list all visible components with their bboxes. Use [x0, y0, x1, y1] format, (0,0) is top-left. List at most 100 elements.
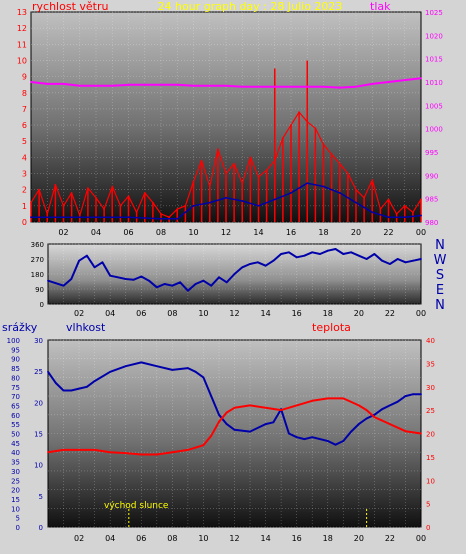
- humidity-point: [124, 365, 127, 368]
- humidity-point: [225, 423, 228, 425]
- pressure-point: [273, 85, 276, 88]
- humidity-tick-label: 0: [39, 524, 43, 532]
- sunrise-annotation: východ slunce: [104, 501, 169, 511]
- precipitation-tick-label: 5: [16, 515, 20, 523]
- wind-speed-point: [54, 183, 57, 186]
- wind-direction-point: [202, 279, 205, 282]
- wind-speed-point: [217, 148, 219, 151]
- pressure-point: [127, 83, 130, 86]
- wind-direction-point: [163, 283, 166, 285]
- temperature-tick-label: 20: [426, 431, 435, 439]
- wind-direction-point: [420, 258, 422, 260]
- wind-direction-point: [295, 256, 298, 259]
- precipitation-tick-label: 90: [11, 356, 20, 364]
- temperature-point: [295, 404, 298, 407]
- temperature-tick-label: 15: [426, 454, 435, 462]
- humidity-tick-label: 5: [39, 493, 43, 501]
- humidity-point: [365, 417, 368, 420]
- temperature-point: [78, 449, 80, 451]
- pressure-point: [322, 85, 325, 88]
- humidity-tick-label: 10: [34, 462, 43, 470]
- x-tick-label: 06: [136, 534, 146, 543]
- left-tick-label: 5: [22, 137, 27, 146]
- wind-speed-point: [290, 124, 292, 126]
- temperature-point: [264, 406, 267, 409]
- wind-direction-point: [365, 258, 368, 260]
- precipitation-tick-label: 25: [11, 477, 20, 485]
- wind-direction-point: [342, 253, 345, 255]
- x-tick-label: 08: [156, 228, 166, 237]
- wind-speed-point: [257, 175, 260, 178]
- wind-speed-point: [176, 208, 179, 211]
- wind-direction-point: [311, 251, 314, 254]
- x-tick-label: 14: [260, 309, 270, 318]
- humidity-point: [288, 432, 290, 435]
- wind-direction-point: [187, 289, 189, 292]
- precipitation-tick-label: 45: [11, 440, 20, 448]
- wind-speed-point: [233, 162, 236, 165]
- humidity-point: [303, 438, 306, 440]
- humidity-point: [264, 423, 267, 425]
- wind-direction-point: [404, 261, 407, 264]
- pressure-point: [176, 83, 179, 86]
- x-tick-label: 16: [286, 228, 296, 237]
- humidity-point: [295, 436, 298, 439]
- right-tick-label: 1025: [425, 9, 443, 17]
- average-wind-point: [127, 216, 130, 219]
- x-tick-label: 22: [383, 228, 393, 237]
- wind-speed-point: [265, 169, 268, 172]
- humidity-temp-series: [47, 361, 422, 527]
- humidity-point: [93, 380, 96, 382]
- chart-title: 24 hour graph day : 28 Julio 2023: [158, 0, 343, 13]
- humidity-point: [86, 385, 88, 388]
- humidity-point: [233, 428, 236, 431]
- humidity-point: [171, 369, 174, 371]
- wind-direction-point: [62, 284, 65, 287]
- pressure-point: [78, 84, 81, 87]
- x-tick-label: 18: [323, 309, 333, 318]
- x-tick-label: 06: [136, 309, 146, 318]
- x-tick-label: 22: [385, 309, 395, 318]
- humidity-tick-label: 30: [34, 337, 43, 345]
- wind-speed-point: [152, 201, 154, 204]
- precipitation-tick-label: 50: [11, 431, 20, 439]
- humidity-point: [381, 408, 383, 411]
- wind-speed-point: [46, 213, 49, 215]
- temperature-point: [249, 404, 251, 407]
- humidity-point: [187, 367, 189, 369]
- humidity-point: [373, 413, 376, 416]
- humidity-point: [78, 387, 80, 390]
- wind-axes: 0123456789101112139809859909951000100510…: [17, 8, 443, 237]
- left-tick-label: 12: [17, 24, 27, 33]
- temperature-point: [140, 453, 143, 456]
- pressure-point: [420, 77, 422, 80]
- x-tick-label: 10: [198, 534, 208, 543]
- average-wind-point: [273, 198, 276, 201]
- wind-direction-point: [218, 276, 220, 279]
- left-tick-label: 11: [17, 40, 27, 49]
- humidity-point: [249, 430, 251, 433]
- humidity-point: [155, 365, 158, 368]
- wind-speed-point: [135, 211, 138, 214]
- temperature-point: [404, 430, 407, 433]
- wind-speed-point: [103, 208, 105, 211]
- right-tick-label: 990: [425, 172, 438, 180]
- temperature-point: [47, 451, 49, 454]
- temperature-point: [225, 411, 228, 414]
- x-tick-label: 18: [323, 534, 333, 543]
- x-tick-label: 00: [416, 534, 426, 543]
- left-tick-label: 8: [22, 89, 27, 98]
- humidity-point: [62, 389, 65, 392]
- direction-tick-label: 360: [31, 241, 44, 249]
- wind-speed-point: [30, 201, 32, 204]
- direction-series: [47, 248, 422, 292]
- x-tick-label: 20: [354, 534, 364, 543]
- x-tick-label: 00: [416, 309, 426, 318]
- temperature-line: [47, 397, 422, 456]
- humidity-point: [396, 400, 399, 403]
- compass-label: E: [436, 283, 444, 298]
- x-tick-label: 22: [385, 534, 395, 543]
- wind-speed-point: [371, 179, 374, 181]
- wind-speed-point: [184, 204, 187, 207]
